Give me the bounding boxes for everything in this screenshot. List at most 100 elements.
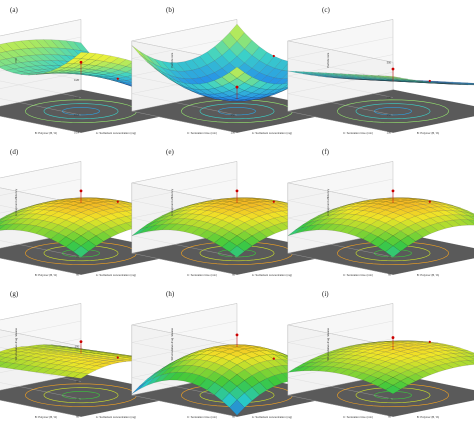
z-tick-label: 60 <box>388 273 391 277</box>
surface-cell <box>385 385 401 394</box>
panel-letter: (i) <box>322 290 329 298</box>
y-axis-title: A: Surfactant concentration (mg) <box>96 415 136 419</box>
z-axis-title: %Cumulative drug release <box>14 327 18 360</box>
surface-cell <box>73 245 89 258</box>
wall-gridline <box>287 161 394 205</box>
y-axis-title: B: Polymer (B, %) <box>417 273 439 277</box>
x-axis-title: C: Sonication time (min) <box>343 131 373 135</box>
floor-contour <box>43 103 119 120</box>
design-point <box>235 85 239 89</box>
wall-gridline <box>131 231 238 275</box>
wall-gridline <box>0 303 82 347</box>
z-tick-label: 70 <box>388 397 391 401</box>
design-point <box>391 67 395 71</box>
design-point <box>116 77 119 80</box>
z-tick-label: 0.22 <box>74 95 80 99</box>
panel-letter: (e) <box>166 148 174 156</box>
z-tick-label: 70 <box>388 255 391 259</box>
design-point <box>428 340 431 344</box>
z-tick-label: 100 <box>231 131 236 135</box>
design-point <box>391 189 395 193</box>
wall-gridline <box>287 303 394 347</box>
y-axis-title: A: Surfactant concentration (mg) <box>96 273 136 277</box>
wall-gridline <box>0 231 82 275</box>
z-tick-label: 300 <box>387 60 392 64</box>
z-tick-label: 70 <box>76 255 79 259</box>
design-point <box>116 200 119 203</box>
floor-contour <box>199 103 275 120</box>
design-point <box>79 189 83 193</box>
floor-contour <box>62 107 100 116</box>
y-axis-title: A: Surfactant concentration (mg) <box>252 415 292 419</box>
z-tick-label: 150 <box>231 113 236 117</box>
surface-cell <box>229 245 245 258</box>
z-tick-label: 60 <box>388 415 391 419</box>
z-tick-label: 150 <box>387 113 392 117</box>
wall-gridline <box>0 373 82 417</box>
wall-gridline <box>131 89 238 133</box>
z-axis-title: Entrapment efficiency <box>14 188 18 215</box>
wall-gridline <box>0 161 82 205</box>
floor-contour <box>181 99 293 123</box>
wall-gridline <box>131 161 238 205</box>
surface-cell <box>73 52 89 59</box>
design-point <box>272 357 275 360</box>
y-axis-title: A: Surfactant concentration (mg) <box>252 273 292 277</box>
design-point <box>116 356 119 359</box>
design-point <box>391 336 395 339</box>
design-point <box>272 200 275 203</box>
y-axis-title: B: Polymer (B, %) <box>417 131 439 135</box>
panel-letter: (a) <box>10 6 18 14</box>
design-point <box>79 340 83 343</box>
surface-cell <box>73 372 89 379</box>
floor-contour <box>25 99 137 123</box>
panel-letter: (d) <box>10 148 19 156</box>
floor-contour <box>374 107 412 116</box>
floor-contour <box>355 103 431 120</box>
panel-letter: (c) <box>322 6 330 14</box>
panel-letter: (g) <box>10 290 19 298</box>
y-axis-title: A: Surfactant concentration (mg) <box>96 131 136 135</box>
surface-mesh <box>287 340 474 394</box>
z-tick-label: 70 <box>232 255 235 259</box>
z-axis-title: %Cumulative drug release <box>170 327 174 360</box>
x-axis-title: C: Sonication time (min) <box>343 415 373 419</box>
z-tick-label: 70 <box>76 397 79 401</box>
floor-contour <box>43 387 119 404</box>
wall-gridline <box>0 72 82 116</box>
z-tick-label: 0.18 <box>74 113 80 117</box>
floor-contour <box>374 391 412 400</box>
floor-contour <box>25 383 137 407</box>
panel-letter: (h) <box>166 290 175 298</box>
z-tick-label: 0.14 <box>74 131 80 135</box>
x-axis-title: B: Polymer (B, %) <box>35 273 57 277</box>
z-axis-title: Particle size <box>170 52 174 68</box>
design-point <box>235 333 239 337</box>
surface-mesh <box>287 197 474 258</box>
wall-gridline <box>287 36 394 80</box>
z-tick-label: 0.26 <box>74 78 80 82</box>
z-axis-title: %Cumulative drug release <box>326 327 330 360</box>
z-tick-label: 100 <box>75 344 80 348</box>
surface-cell <box>385 245 401 258</box>
z-tick-label: 60 <box>76 273 79 277</box>
x-axis-title: C: Sonication time (min) <box>187 273 217 277</box>
panel-letter: (f) <box>322 148 330 156</box>
z-tick-label: 60 <box>232 273 235 277</box>
x-axis-title: C: Sonication time (min) <box>187 415 217 419</box>
z-tick-label: 100 <box>387 131 392 135</box>
wall-gridline <box>287 54 394 98</box>
wall-gridline <box>287 231 394 275</box>
wall-gridline <box>287 19 394 63</box>
floor-contour <box>337 99 449 123</box>
x-axis-title: C: Sonication time (min) <box>187 131 217 135</box>
y-axis-title: B: Polymer (B, %) <box>417 415 439 419</box>
panel-letter: (b) <box>166 6 175 14</box>
surface-cell <box>229 399 245 416</box>
wall-gridline <box>287 89 394 133</box>
